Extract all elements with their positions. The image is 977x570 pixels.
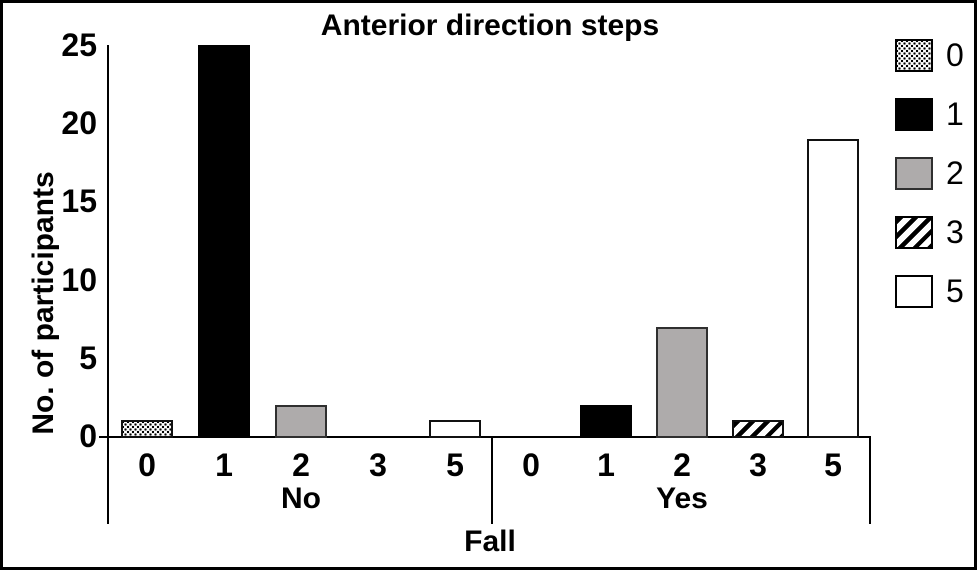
- bar-yes-3: [732, 420, 784, 438]
- bar-yes-1: [580, 405, 632, 438]
- legend-swatch-gray-icon: [895, 157, 933, 190]
- chart-title: Anterior direction steps: [320, 9, 660, 42]
- y-axis-line: [107, 45, 109, 524]
- x-category-label: 5: [824, 447, 842, 483]
- x-axis-line: [99, 436, 871, 438]
- x-category-label: 0: [138, 447, 156, 483]
- legend-item: 5: [895, 275, 964, 308]
- legend-item: 1: [895, 98, 964, 131]
- legend-label: 3: [946, 214, 964, 250]
- y-axis-tick-label: 15: [61, 183, 97, 220]
- legend-swatch-black-icon: [895, 98, 933, 131]
- x-category-label: 1: [215, 447, 233, 483]
- legend-label: 1: [946, 96, 964, 132]
- x-category-label: 2: [673, 447, 691, 483]
- legend-swatch-hatch-icon: [895, 216, 933, 249]
- x-category-label: 0: [522, 447, 540, 483]
- legend-swatch-white-icon: [895, 275, 933, 308]
- legend-swatch-dots-icon: [895, 39, 933, 72]
- x-category-label: 2: [292, 447, 310, 483]
- y-axis-tick-label: 5: [79, 339, 97, 376]
- legend-item: 2: [895, 157, 964, 190]
- legend-label: 2: [946, 155, 964, 191]
- y-axis-tick-label: 0: [79, 418, 97, 454]
- y-axis-tick-label: 25: [61, 27, 97, 63]
- group-label: Yes: [656, 482, 708, 515]
- bar-no-0: [121, 420, 173, 438]
- x-category-label: 1: [597, 447, 615, 483]
- y-axis-tick-label: 10: [61, 261, 97, 298]
- group-divider-line: [491, 436, 493, 524]
- x-category-label: 5: [446, 447, 464, 483]
- group-label: No: [281, 482, 321, 515]
- bar-no-2: [275, 405, 327, 438]
- group-divider-line: [869, 436, 871, 524]
- legend: 0 1 2 3 5: [895, 39, 964, 308]
- bar-yes-5: [807, 139, 859, 438]
- legend-label: 0: [946, 37, 964, 73]
- legend-label: 5: [946, 273, 964, 309]
- y-axis-tick-label: 20: [61, 105, 97, 142]
- bar-yes-2: [656, 327, 708, 438]
- x-category-label: 3: [749, 447, 767, 483]
- legend-item: 3: [895, 216, 964, 249]
- bar-no-5: [429, 420, 481, 438]
- x-category-label: 3: [369, 447, 387, 483]
- legend-item: 0: [895, 39, 964, 72]
- x-axis-title: Fall: [464, 525, 516, 558]
- bar-no-1: [198, 45, 250, 438]
